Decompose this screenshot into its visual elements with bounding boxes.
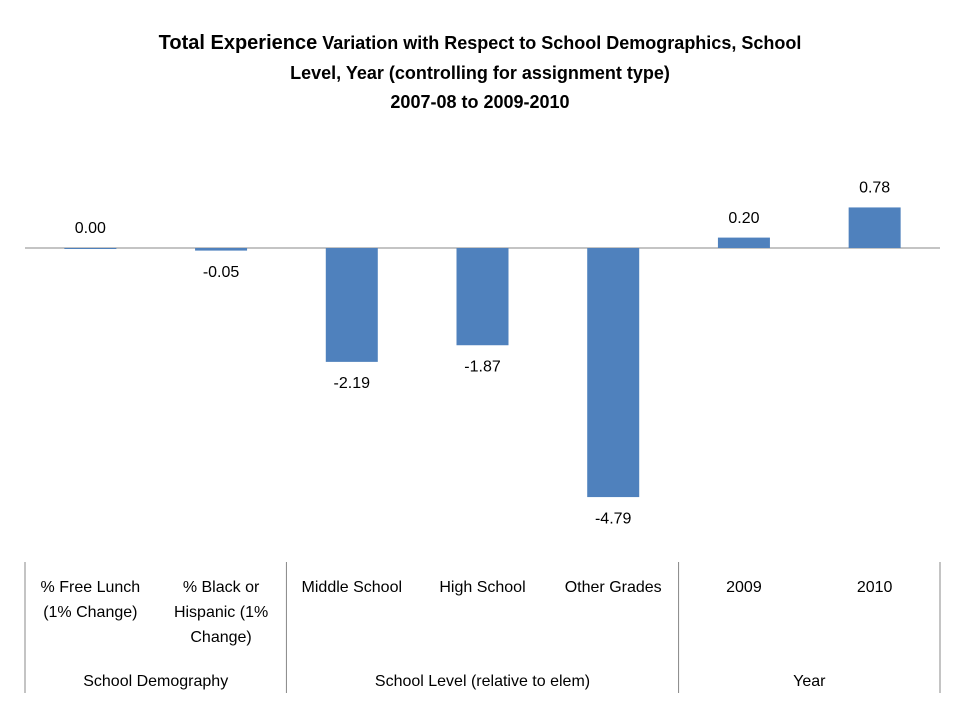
bar: [64, 248, 117, 249]
x-tick-label: % Free Lunch: [41, 579, 141, 596]
bar: [456, 248, 509, 346]
title-emphasis: Total Experience: [159, 32, 318, 54]
x-tick-label: Middle School: [302, 579, 403, 596]
x-tick-label: High School: [439, 579, 525, 596]
title-line: Level, Year (controlling for assignment …: [290, 63, 670, 83]
group-label: Year: [793, 673, 826, 690]
group-label: School Demography: [83, 673, 228, 690]
data-label: -0.05: [203, 264, 240, 281]
x-tick-label: Change): [190, 629, 251, 646]
data-label: -4.79: [595, 510, 632, 527]
x-tick-label: Hispanic (1%: [174, 604, 268, 621]
chart-subtitle: 2007-08 to 2009-2010: [390, 92, 569, 112]
bar: [848, 207, 901, 248]
x-tick-label: Other Grades: [565, 579, 662, 596]
x-tick-label: 2009: [726, 579, 762, 596]
data-label: 0.00: [75, 220, 106, 237]
data-label: 0.78: [859, 180, 890, 197]
data-label: -2.19: [334, 375, 371, 392]
x-tick-label: 2010: [857, 579, 893, 596]
bar: [195, 248, 248, 251]
chart-title: Total Experience Variation with Respect …: [159, 32, 802, 54]
x-tick-label: % Black or: [183, 579, 260, 596]
x-tick-label: (1% Change): [43, 604, 137, 621]
title-line: Variation with Respect to School Demogra…: [322, 33, 801, 53]
bar: [325, 248, 378, 362]
bar: [717, 237, 770, 248]
data-label: 0.20: [728, 210, 759, 227]
bar: [587, 248, 640, 498]
group-label: School Level (relative to elem): [375, 673, 590, 690]
data-label: -1.87: [464, 358, 501, 375]
